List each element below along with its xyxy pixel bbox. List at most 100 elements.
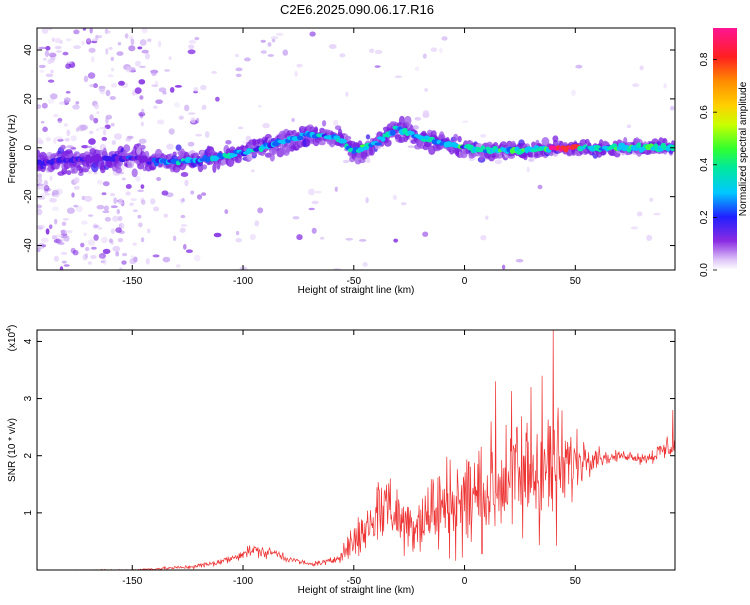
- heatmap-noise-blob: [128, 45, 136, 52]
- colorbar-tick-label: 0.0: [699, 263, 710, 277]
- heatmap-noise-blob: [172, 235, 177, 242]
- heatmap-noise-blob: [129, 202, 134, 206]
- heatmap-noise-blob: [96, 128, 100, 132]
- heatmap-band-blob: [552, 135, 559, 143]
- heatmap-band-blob: [344, 135, 352, 141]
- heatmap-noise-blob: [101, 236, 108, 244]
- heatmap-noise-blob: [118, 80, 125, 86]
- heatmap-noise-blob: [84, 253, 89, 259]
- heatmap-noise-blob: [646, 234, 653, 241]
- heatmap-noise-blob: [87, 261, 92, 265]
- heatmap-band-blob: [318, 141, 326, 146]
- heatmap-noise-blob: [53, 255, 60, 262]
- heatmap-noise-blob: [260, 50, 267, 54]
- heatmap-noise-blob: [41, 28, 49, 34]
- snr-y-tick-label: 2: [23, 452, 34, 458]
- heatmap-noise-blob: [88, 138, 96, 145]
- heatmap-ridge-blob: [374, 142, 382, 146]
- heatmap-noise-blob: [99, 126, 107, 130]
- heatmap-noise-blob: [59, 266, 64, 270]
- heatmap-band-blob: [227, 158, 234, 167]
- heatmap-noise-blob: [193, 87, 199, 92]
- snr-y-axis-label: SNR (10 * v/v): [7, 418, 18, 482]
- heatmap-noise-blob: [164, 69, 171, 72]
- heatmap-noise-blob: [116, 51, 124, 56]
- heatmap-noise-blob: [369, 48, 375, 53]
- heatmap-noise-blob: [422, 53, 427, 59]
- heatmap-noise-blob: [82, 28, 87, 31]
- heatmap-noise-blob: [140, 237, 145, 243]
- heatmap-noise-blob: [50, 53, 57, 61]
- heatmap-noise-blob: [62, 51, 69, 56]
- heatmap-noise-blob: [267, 42, 272, 47]
- heatmap-noise-blob: [188, 44, 195, 50]
- heatmap-noise-blob: [72, 104, 80, 110]
- heatmap-noise-blob: [44, 50, 50, 57]
- heatmap-noise-blob: [400, 202, 407, 206]
- heatmap-noise-blob: [101, 192, 107, 196]
- heatmap-noise-blob: [571, 89, 576, 97]
- heatmap-noise-blob: [89, 28, 93, 34]
- heatmap-noise-blob: [83, 232, 87, 236]
- colorbar-tick-label: 0.6: [699, 105, 710, 119]
- heatmap-noise-blob: [110, 205, 118, 209]
- heatmap-noise-blob: [151, 84, 159, 87]
- heatmap-noise-blob: [57, 117, 63, 124]
- heatmap-noise-blob: [87, 72, 96, 79]
- heatmap-noise-blob: [187, 141, 195, 147]
- heatmap-ridge-blob: [389, 129, 396, 136]
- heatmap-noise-blob: [151, 69, 157, 77]
- heatmap-noise-blob: [87, 239, 96, 246]
- heatmap-band-blob: [269, 153, 275, 162]
- heatmap-noise-blob: [320, 236, 325, 240]
- heatmap-noise-blob: [649, 197, 654, 202]
- heatmap-noise-blob: [374, 49, 383, 55]
- heatmap-noise-blob: [105, 117, 109, 124]
- heatmap-noise-blob: [632, 83, 640, 88]
- heatmap-noise-blob: [89, 130, 94, 135]
- heatmap-noise-blob: [91, 56, 95, 63]
- heatmap-noise-blob: [119, 222, 125, 229]
- heatmap-noise-blob: [66, 230, 73, 234]
- heatmap-noise-blob: [125, 191, 131, 196]
- heatmap-noise-blob: [235, 238, 242, 243]
- heatmap-noise-blob: [155, 99, 164, 104]
- snr-series-line: [37, 329, 676, 571]
- heatmap-noise-blob: [105, 30, 111, 34]
- heatmap-noise-blob: [102, 181, 110, 187]
- spectrogram-x-tick-label: -50: [347, 276, 362, 287]
- heatmap-noise-blob: [45, 193, 51, 196]
- snr-y-tick-label: 3: [23, 395, 34, 401]
- spectrogram-x-tick-label: -100: [233, 276, 253, 287]
- heatmap-noise-blob: [308, 188, 315, 196]
- heatmap-noise-blob: [47, 79, 55, 83]
- heatmap-noise-blob: [73, 204, 79, 208]
- heatmap-noise-blob: [137, 214, 142, 219]
- heatmap-noise-blob: [334, 186, 338, 192]
- heatmap-noise-blob: [48, 52, 57, 58]
- heatmap-noise-blob: [130, 198, 137, 202]
- heatmap-noise-blob: [157, 40, 162, 48]
- heatmap-noise-blob: [43, 57, 47, 61]
- heatmap-noise-blob: [196, 194, 203, 200]
- heatmap-noise-blob: [188, 112, 196, 115]
- heatmap-ridge-blob: [357, 147, 365, 152]
- heatmap-noise-blob: [60, 251, 68, 255]
- heatmap-noise-blob: [366, 157, 371, 164]
- heatmap-band-blob: [66, 170, 72, 176]
- heatmap-noise-blob: [251, 169, 255, 173]
- heatmap-noise-blob: [138, 138, 147, 144]
- heatmap-noise-blob: [63, 97, 71, 103]
- heatmap-noise-blob: [115, 227, 122, 233]
- snr-x-tick-label: -150: [122, 576, 142, 587]
- spectrogram-x-tick-label: 50: [570, 276, 582, 287]
- heatmap-noise-blob: [145, 258, 150, 265]
- heatmap-noise-blob: [84, 195, 93, 202]
- heatmap-noise-blob: [90, 255, 97, 259]
- heatmap-noise-blob: [526, 166, 530, 173]
- heatmap-noise-blob: [494, 159, 502, 165]
- heatmap-noise-blob: [65, 38, 72, 42]
- heatmap-noise-blob: [48, 224, 53, 230]
- heatmap-noise-blob: [98, 86, 106, 92]
